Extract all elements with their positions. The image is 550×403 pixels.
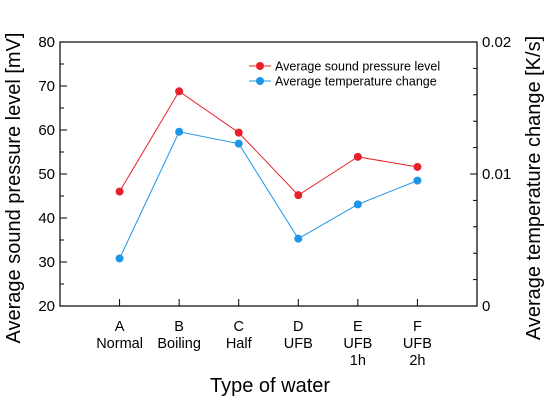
series-2-point [353, 200, 362, 209]
x-category-label: A Normal [96, 319, 143, 352]
x-category-label-line: Boiling [157, 336, 201, 352]
series-line-1 [119, 90, 418, 196]
legend-marker-1 [256, 62, 264, 70]
series-1-point [353, 152, 362, 161]
y-tick-label: 80 [38, 34, 55, 51]
x-category-label-line: UFB [284, 336, 313, 352]
x-category-label: B Boiling [157, 319, 201, 352]
y2-axis-title: Average temperature change [K/s] [523, 36, 545, 340]
series-1-point [115, 187, 124, 196]
y-tick-label: 40 [38, 210, 55, 227]
series-2-point [175, 127, 184, 136]
y-tick-label: 30 [38, 254, 55, 271]
x-category-label-line: UFB [403, 336, 432, 352]
x-category-label: C Half [226, 319, 253, 352]
y-tick-label: 50 [38, 166, 55, 183]
y-tick-label: 70 [38, 78, 55, 95]
x-category-label-line: A [115, 319, 125, 335]
x-category-label-line: 2h [409, 353, 425, 369]
x-category-label-line: D [293, 319, 303, 335]
legend-marker-2 [256, 77, 264, 85]
x-category-label-line: F [413, 319, 422, 335]
series-2-point [294, 234, 303, 243]
y2-tick-label: 0.02 [482, 34, 511, 51]
series-2-point [413, 176, 422, 185]
legend-label-2: Average temperature change [275, 75, 437, 89]
x-category-label-line: 1h [350, 353, 366, 369]
x-category-label-line: B [174, 319, 184, 335]
series-1-point [175, 87, 184, 96]
y-tick-label: 20 [38, 298, 55, 315]
series-line-2 [119, 131, 418, 259]
series-1-point [234, 128, 243, 137]
x-category-label-line: E [353, 319, 363, 335]
x-category-label: D UFB [284, 319, 313, 352]
y-tick-label: 60 [38, 122, 55, 139]
x-category-label-line: C [233, 319, 243, 335]
series-2-point [234, 139, 243, 148]
y-axis-title: Average sound pressure level [mV] [3, 33, 25, 344]
x-category-label: F UFB 2h [403, 319, 432, 369]
x-category-label-line: Normal [96, 336, 143, 352]
x-category-label: E UFB 1h [343, 319, 372, 369]
y2-tick-label: 0.01 [482, 166, 511, 183]
y2-tick-label: 0 [482, 298, 490, 315]
series-1-point [413, 162, 422, 171]
x-axis-title: Type of water [210, 375, 330, 397]
series-1-point [294, 191, 303, 200]
series-2-point [115, 254, 124, 263]
x-category-label-line: Half [226, 336, 253, 352]
legend-label-1: Average sound pressure level [275, 60, 440, 74]
x-category-label-line: UFB [343, 336, 372, 352]
